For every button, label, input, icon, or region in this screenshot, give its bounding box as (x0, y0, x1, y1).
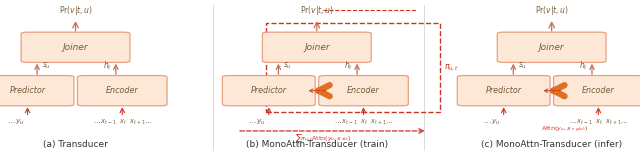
Text: Encoder: Encoder (106, 86, 138, 95)
Text: $\sum_t \pi_{u,t}\mathrm{Attn}(y_u, x_{\leq t})$: $\sum_t \pi_{u,t}\mathrm{Attn}(y_u, x_{\… (295, 133, 351, 148)
Text: $h_t$: $h_t$ (344, 60, 353, 72)
FancyBboxPatch shape (458, 76, 550, 106)
FancyBboxPatch shape (77, 76, 167, 106)
FancyBboxPatch shape (554, 76, 640, 106)
Text: Predictor: Predictor (486, 86, 522, 95)
Text: $\mathrm{Attn}(y_u, x_{<g(u)})$: $\mathrm{Attn}(y_u, x_{<g(u)})$ (541, 124, 588, 135)
Text: $h_t$: $h_t$ (103, 60, 112, 72)
Text: $\Pr(v|t, u)$: $\Pr(v|t, u)$ (535, 4, 568, 17)
Text: (a) Transducer: (a) Transducer (43, 140, 108, 149)
Text: $\Pr(v|t, u)$: $\Pr(v|t, u)$ (300, 4, 333, 17)
Text: Encoder: Encoder (348, 86, 380, 95)
Text: $s_u$: $s_u$ (283, 61, 292, 71)
Text: Predictor: Predictor (10, 86, 45, 95)
Text: Predictor: Predictor (251, 86, 287, 95)
Text: $\ldots\,x_{t-1}\ \ x_t\ \ x_{t+1}\ldots$: $\ldots\,x_{t-1}\ \ x_t\ \ x_{t+1}\ldots… (334, 118, 393, 127)
Text: $h_t$: $h_t$ (579, 60, 588, 72)
Text: Joiner: Joiner (63, 43, 88, 52)
Text: $\ldots\,x_{t-1}\ \ x_t\ \ x_{t+1}\ldots$: $\ldots\,x_{t-1}\ \ x_t\ \ x_{t+1}\ldots… (93, 118, 152, 127)
FancyBboxPatch shape (0, 76, 74, 106)
Text: $\ldots\,y_u$: $\ldots\,y_u$ (7, 118, 25, 127)
Text: $s_u$: $s_u$ (42, 61, 51, 71)
Text: $\ldots\,x_{t-1}\ \ x_t\ \ x_{t+1}\ldots$: $\ldots\,x_{t-1}\ \ x_t\ \ x_{t+1}\ldots… (569, 118, 628, 127)
Text: $\pi_{u,t}$: $\pi_{u,t}$ (444, 62, 458, 73)
FancyBboxPatch shape (319, 76, 408, 106)
FancyBboxPatch shape (21, 32, 130, 62)
FancyBboxPatch shape (223, 76, 315, 106)
Text: Encoder: Encoder (582, 86, 614, 95)
Text: Joiner: Joiner (539, 43, 564, 52)
Text: (c) MonoAttn-Transducer (infer): (c) MonoAttn-Transducer (infer) (481, 140, 622, 149)
Text: $\Pr(v|t, u)$: $\Pr(v|t, u)$ (59, 4, 92, 17)
Text: $s_u$: $s_u$ (518, 61, 527, 71)
Text: (b) MonoAttn-Transducer (train): (b) MonoAttn-Transducer (train) (246, 140, 388, 149)
FancyBboxPatch shape (262, 32, 371, 62)
Bar (266, 23, 440, 112)
FancyBboxPatch shape (497, 32, 606, 62)
Text: Joiner: Joiner (304, 43, 330, 52)
Text: $\ldots\,y_u$: $\ldots\,y_u$ (248, 118, 266, 127)
Text: $\ldots\,y_u$: $\ldots\,y_u$ (483, 118, 501, 127)
